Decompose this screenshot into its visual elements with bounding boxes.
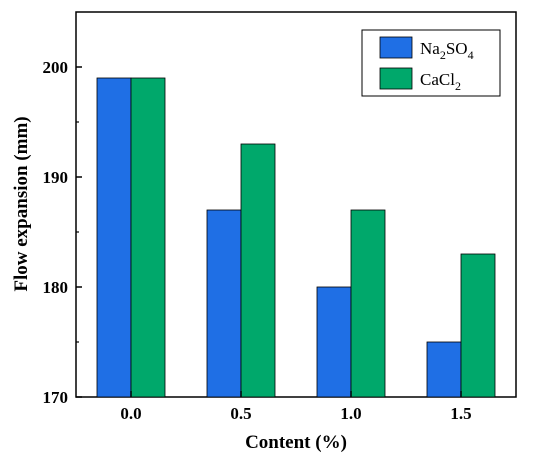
legend-label-cacl2-sub1: 2	[455, 79, 461, 93]
x-tick-label-1.5: 1.5	[450, 404, 471, 423]
legend-swatch-na2so4	[379, 36, 413, 59]
bar-cacl2-0.5	[240, 143, 276, 398]
bar-cacl2-1.0	[350, 209, 386, 398]
x-tick-label-1.0: 1.0	[340, 404, 361, 423]
bars-group	[96, 77, 496, 398]
x-tick-label-0.0: 0.0	[120, 404, 141, 423]
legend: Na2SO4 CaCl2	[361, 29, 501, 97]
legend-label-cacl2-prefix: CaCl	[420, 70, 455, 89]
legend-label-na2so4-prefix: Na	[420, 39, 440, 58]
legend-label-na2so4: Na2SO4	[420, 39, 474, 62]
y-tick-label-170: 170	[43, 388, 69, 407]
bar-na2so4-1.5	[426, 341, 462, 398]
legend-label-na2so4-mid: SO	[446, 39, 468, 58]
x-tick-label-0.5: 0.5	[230, 404, 251, 423]
legend-label-na2so4-sub2: 4	[468, 48, 474, 62]
y-tick-label-200: 200	[43, 58, 69, 77]
bar-cacl2-0.0	[130, 77, 166, 398]
legend-label-cacl2: CaCl2	[420, 70, 461, 93]
bar-cacl2-1.5	[460, 253, 496, 398]
bar-na2so4-0.5	[206, 209, 242, 398]
legend-swatch-cacl2	[379, 67, 413, 90]
y-axis: 170 180 190 200	[43, 58, 82, 407]
bar-na2so4-0.0	[96, 77, 132, 398]
y-tick-label-180: 180	[43, 278, 69, 297]
x-axis: 0.0 0.5 1.0 1.5	[120, 391, 472, 423]
x-axis-title: Content (%)	[245, 432, 347, 453]
legend-label-na2so4-sub1: 2	[440, 48, 446, 62]
y-axis-title: Flow expansion (mm)	[11, 116, 32, 291]
bar-na2so4-1.0	[316, 286, 352, 398]
y-tick-label-190: 190	[43, 168, 69, 187]
plot-frame	[75, 11, 517, 398]
